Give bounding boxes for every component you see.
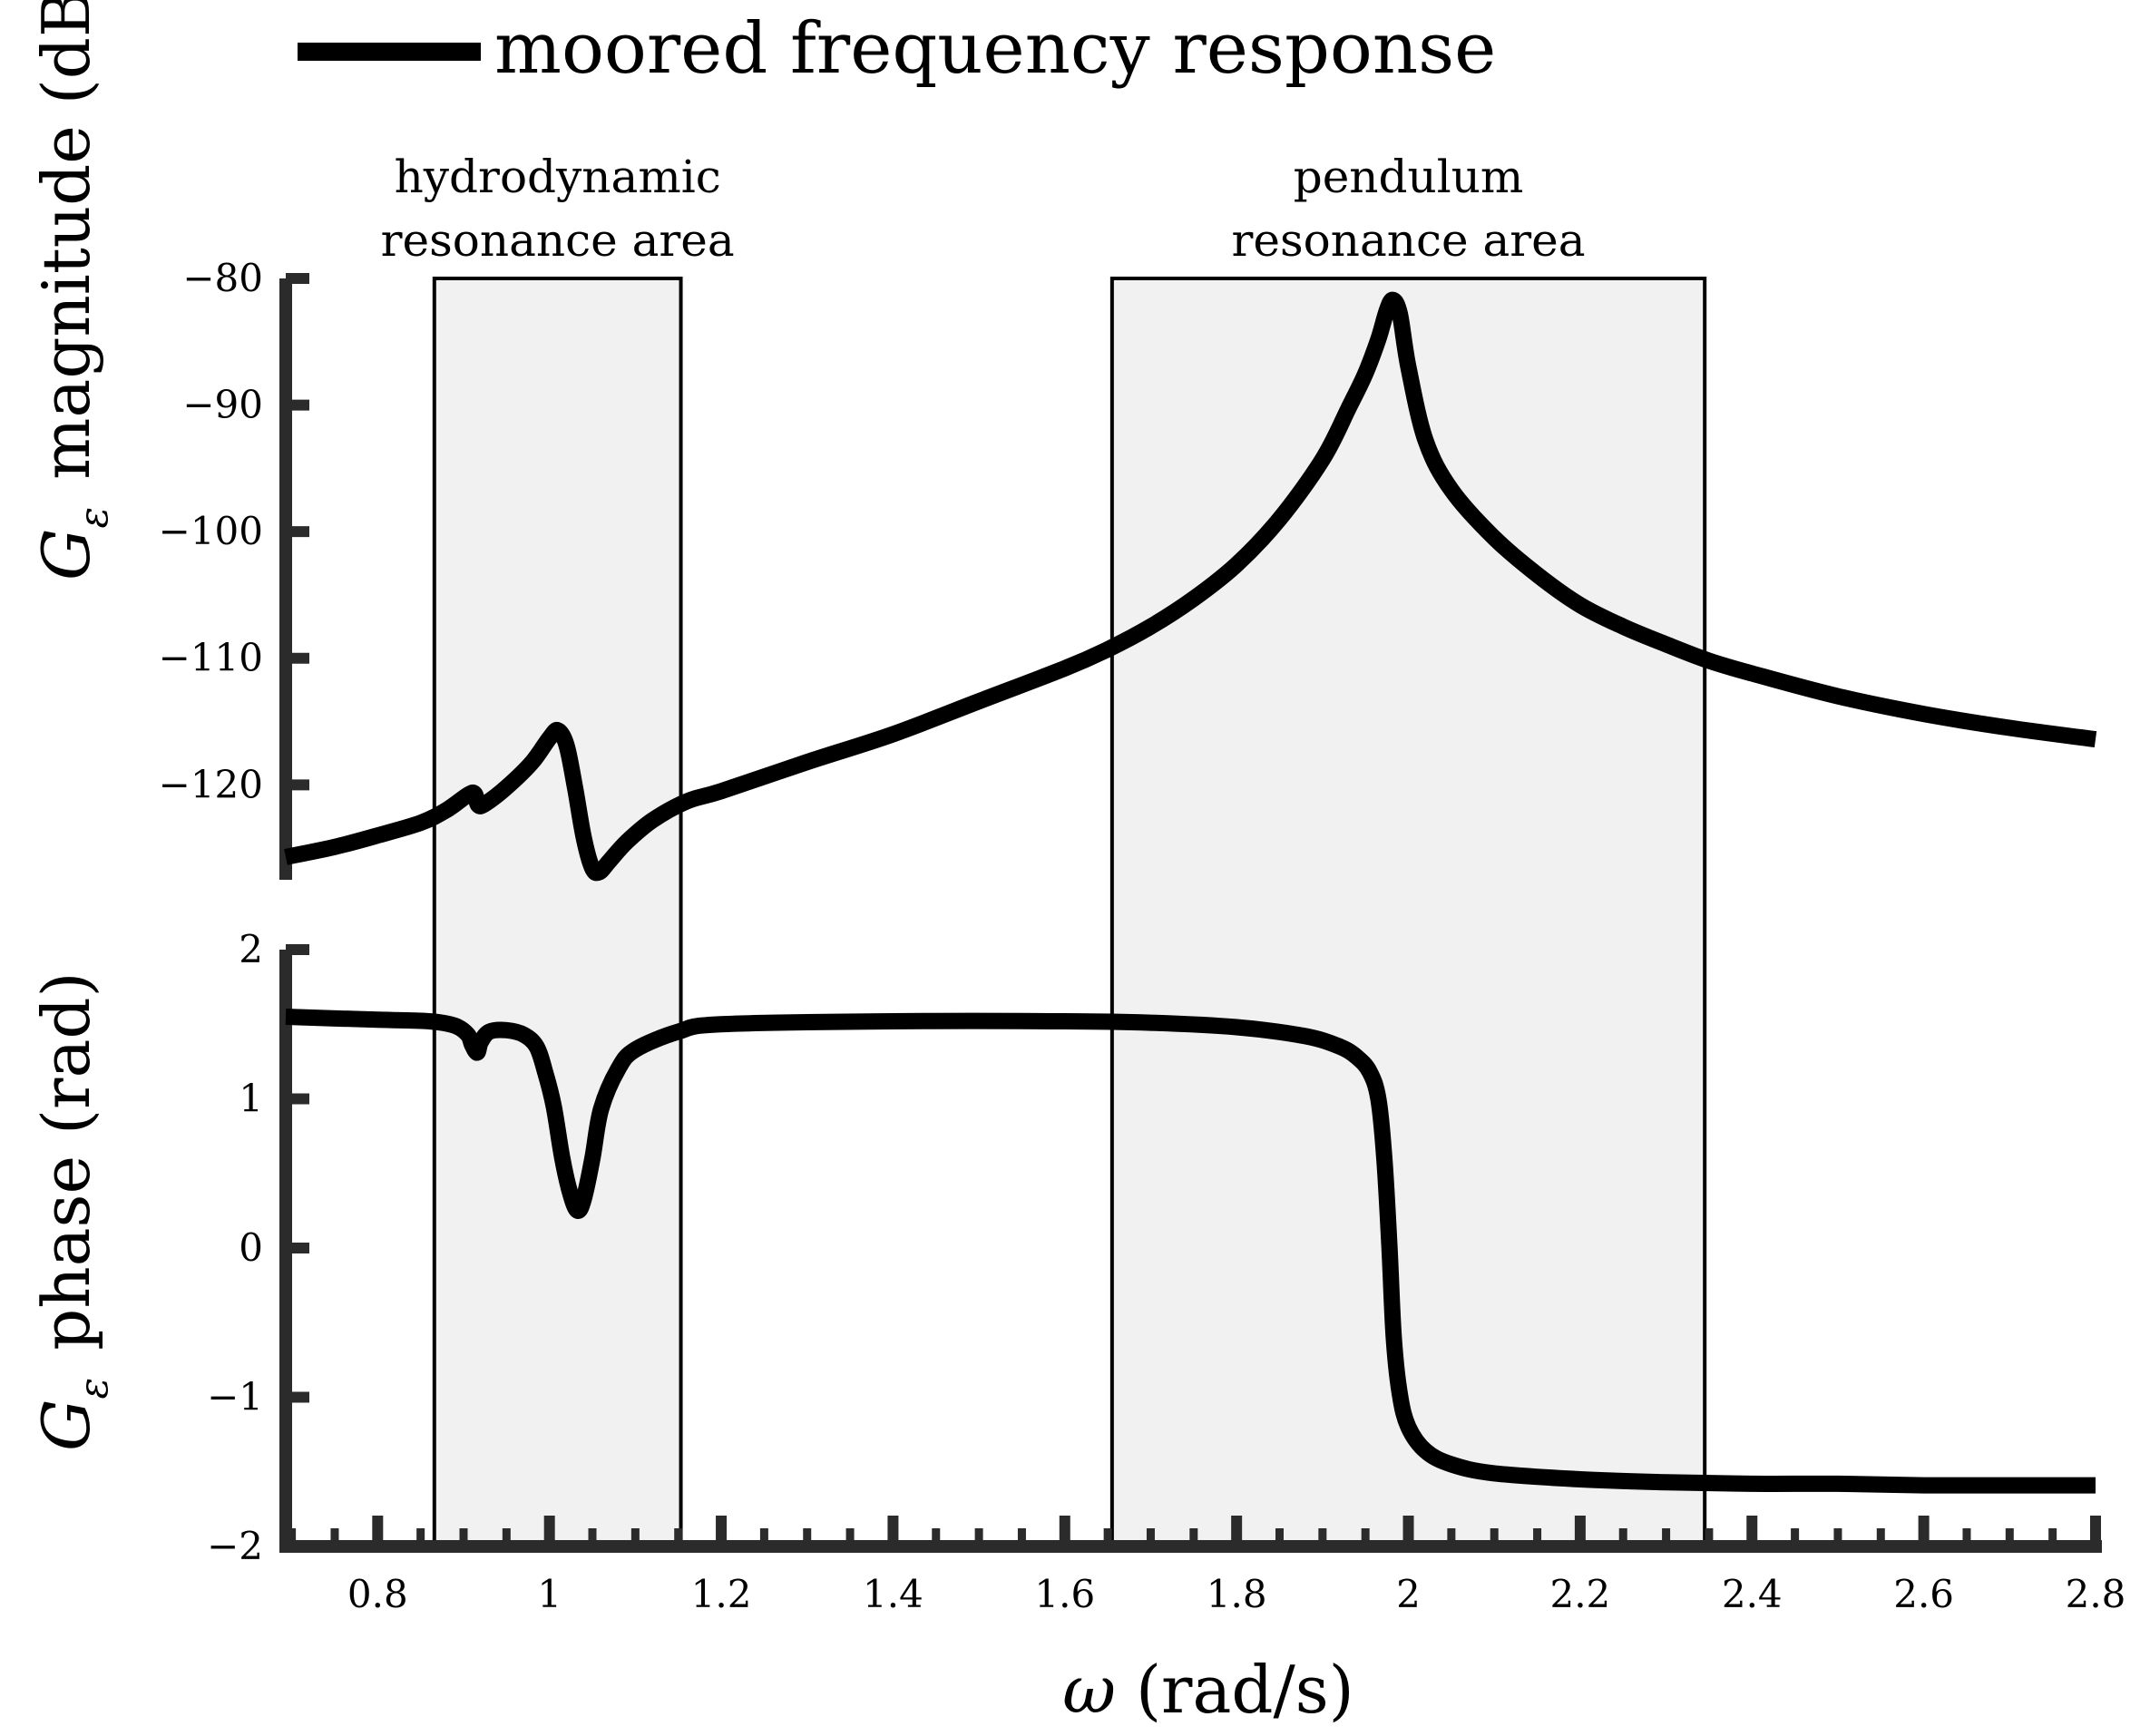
- x-tick-label: 2.4: [1722, 1572, 1783, 1616]
- x-tick-label: 0.8: [347, 1572, 408, 1616]
- phase-y-tick-label: 0: [239, 1225, 263, 1270]
- x-axis-symbol: ω: [1062, 1652, 1116, 1728]
- magnitude-series-line: [284, 291, 2097, 882]
- legend: moored frequency response: [298, 8, 1496, 90]
- legend-label: moored frequency response: [494, 8, 1496, 90]
- region-pendulum-label-line2: resonance area: [1231, 214, 1585, 267]
- region-hydrodynamic-label-line2: resonance area: [381, 214, 735, 267]
- phase-axis-subscript: ε: [71, 1378, 117, 1400]
- tick-layer: −80 −90 −100 −110 −120 2 1 0 −1 −2 0.8 1 1.2 1.4 1.6 1.…: [159, 256, 2126, 1616]
- x-tick-label: 1.4: [863, 1572, 923, 1616]
- svg-text:Gεmagnitude (dB): Gε magnitude (dB): [28, 0, 117, 580]
- region-pendulum-label-line1: pendulum: [1294, 151, 1524, 203]
- magnitude-y-tick-label: −100: [159, 509, 263, 553]
- x-tick-label: 2.2: [1549, 1572, 1610, 1616]
- x-axis-title: ω (rad/s): [1062, 1652, 1354, 1728]
- phase-series-line: [285, 1009, 2096, 1494]
- svg-text:Gεphase (rad): Gε phase (rad): [28, 971, 117, 1451]
- x-tick-label: 1.6: [1034, 1572, 1095, 1616]
- region-pendulum-box: [1109, 277, 1707, 1548]
- phase-axis-title: Gε phase (rad): [28, 971, 117, 1451]
- phase-y-tick-label: −2: [207, 1524, 263, 1568]
- magnitude-y-tick-label: −90: [182, 383, 263, 427]
- magnitude-axis-text: magnitude (dB): [28, 0, 104, 480]
- x-tick-label: 1: [537, 1572, 562, 1616]
- x-tick-label: 1.2: [691, 1572, 752, 1616]
- magnitude-axis-title: Gε magnitude (dB): [28, 0, 117, 580]
- magnitude-y-tick-label: −80: [182, 256, 263, 300]
- region-hydrodynamic-label-line1: hydrodynamic: [395, 151, 721, 203]
- x-tick-label: 2.8: [2066, 1572, 2126, 1616]
- magnitude-axis-subscript: ε: [71, 507, 117, 529]
- phase-y-tick-label: 1: [239, 1077, 263, 1121]
- magnitude-axis-symbol: G: [28, 528, 104, 580]
- magnitude-y-tick-label: −110: [159, 636, 263, 680]
- series-layer: [284, 291, 2097, 1494]
- x-tick-label: 2.6: [1893, 1572, 1954, 1616]
- x-tick-label: 1.8: [1207, 1572, 1267, 1616]
- phase-axis-symbol: G: [28, 1399, 104, 1451]
- x-tick-label: 2: [1396, 1572, 1421, 1616]
- phase-y-tick-label: −1: [207, 1375, 263, 1419]
- region-hydrodynamic-box: [432, 277, 683, 1548]
- phase-axis-text: phase (rad): [28, 971, 104, 1350]
- x-axis-unit: (rad/s): [1136, 1652, 1354, 1728]
- phase-y-tick-label: 2: [239, 927, 263, 971]
- axes: [279, 273, 2102, 1553]
- magnitude-y-tick-label: −120: [159, 762, 263, 806]
- resonance-regions: hydrodynamic resonance area pendulum resona…: [381, 151, 1707, 1548]
